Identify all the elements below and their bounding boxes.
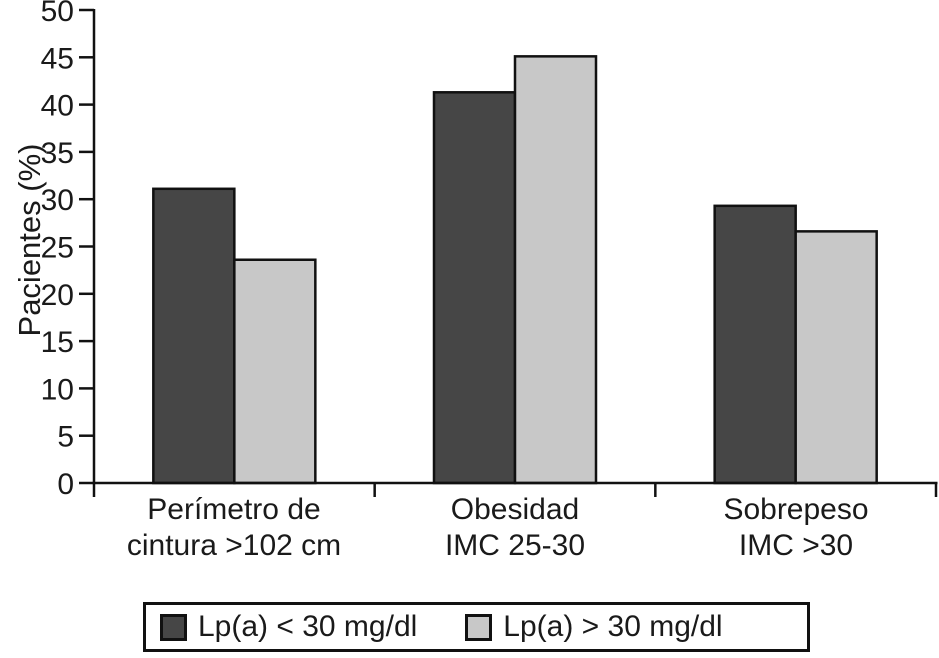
y-tick-label: 15 xyxy=(41,326,74,359)
category-label-line1: Obesidad xyxy=(450,493,580,526)
category-label-line2: IMC >30 xyxy=(738,529,854,562)
y-tick-label: 45 xyxy=(41,42,74,75)
legend-label: Lp(a) > 30 mg/dl xyxy=(503,610,723,643)
bar-series1-cat1 xyxy=(513,55,598,485)
category-label-obesidad: Obesidad IMC 25-30 xyxy=(365,492,665,564)
bar-series0-cat1 xyxy=(432,91,517,485)
bar-series1-cat0 xyxy=(233,258,317,485)
legend-swatch-light-icon xyxy=(465,613,493,641)
category-label-sobrepeso: Sobrepeso IMC >30 xyxy=(646,492,939,564)
category-label-line1: Perímetro de xyxy=(147,493,321,526)
legend-item-lpa-high: Lp(a) > 30 mg/dl xyxy=(465,610,723,644)
legend-swatch-dark-icon xyxy=(160,613,187,641)
bar-series1-cat2 xyxy=(794,230,878,485)
category-label-line1: Sobrepeso xyxy=(723,493,869,526)
category-label-perimetro: Perímetro de cintura >102 cm xyxy=(84,492,384,564)
chart-legend: Lp(a) < 30 mg/dl Lp(a) > 30 mg/dl xyxy=(143,602,810,652)
category-label-line2: cintura >102 cm xyxy=(126,529,342,562)
bar-series0-cat0 xyxy=(152,187,236,485)
y-tick-label: 10 xyxy=(41,373,74,406)
y-tick-label: 0 xyxy=(57,468,74,501)
y-tick-label: 30 xyxy=(41,184,74,217)
y-tick-label: 25 xyxy=(41,232,74,265)
legend-item-lpa-low: Lp(a) < 30 mg/dl xyxy=(160,610,417,644)
y-tick-label: 35 xyxy=(41,137,74,170)
y-tick-label: 20 xyxy=(41,279,74,312)
legend-label: Lp(a) < 30 mg/dl xyxy=(198,610,418,643)
y-tick-label: 40 xyxy=(41,90,74,123)
bar-series0-cat2 xyxy=(713,204,797,485)
y-tick-label: 5 xyxy=(57,421,74,454)
category-label-line2: IMC 25-30 xyxy=(444,529,586,562)
y-tick-label: 50 xyxy=(41,0,74,28)
y-axis-title: Pacientes (%) xyxy=(12,143,47,337)
